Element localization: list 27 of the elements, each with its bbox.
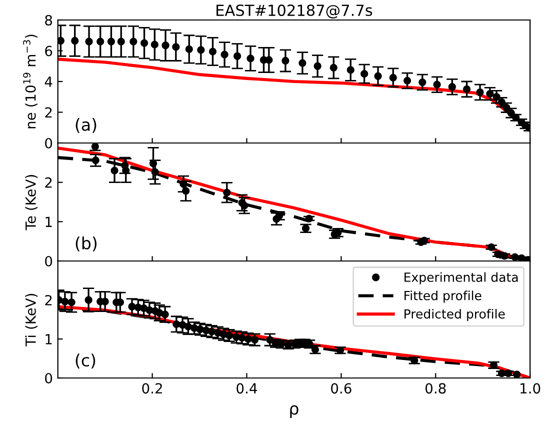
y-tick-label: 8 xyxy=(45,14,52,26)
y-tick-label: 1 xyxy=(46,334,52,344)
y-tick-label: 2 xyxy=(45,107,52,118)
annotation: (b) xyxy=(76,236,97,252)
y-tick-label: 0 xyxy=(45,372,52,384)
y-tick-label: 2 xyxy=(45,294,52,306)
y-axis-title: Te (KeV) xyxy=(25,175,38,230)
x-tick-label: 0.6 xyxy=(331,383,352,394)
y-tick-label: 0 xyxy=(45,256,52,266)
legend-label: Fitted profile xyxy=(404,290,482,303)
annotation: (a) xyxy=(76,118,96,133)
x-axis-title: ρ xyxy=(290,405,298,418)
y-tick-label: 6 xyxy=(45,46,52,56)
x-tick-label: 1.0 xyxy=(520,383,540,394)
x-tick-label: 0.4 xyxy=(236,383,258,394)
y-axis-title: Ti (KeV) xyxy=(25,294,38,346)
y-tick-label: 4 xyxy=(44,76,52,87)
legend-label: Experimental data xyxy=(404,272,518,284)
annotation: (c) xyxy=(76,354,96,368)
x-tick-label: 0.2 xyxy=(142,383,162,394)
y-tick-label: 0 xyxy=(45,138,52,148)
y-tick-label: 1 xyxy=(46,216,52,227)
y-axis-title: ne (10$^{19}$ m$^{−3}$) xyxy=(23,34,38,128)
legend-label: Predicted profile xyxy=(404,308,505,322)
x-tick-label: 0.8 xyxy=(425,383,446,394)
y-tick-label: 2 xyxy=(45,177,52,188)
chart-title: EAST#102187@7.7s xyxy=(216,4,372,18)
